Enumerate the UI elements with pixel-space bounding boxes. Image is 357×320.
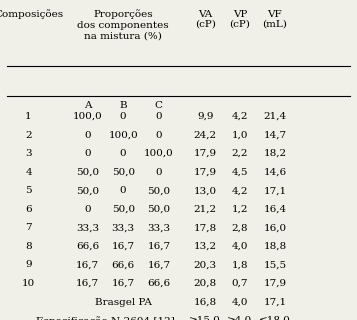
Text: 33,3: 33,3 bbox=[76, 223, 99, 232]
Text: 33,3: 33,3 bbox=[112, 223, 135, 232]
Text: 50,0: 50,0 bbox=[112, 205, 135, 214]
Text: 16,0: 16,0 bbox=[263, 223, 286, 232]
Text: 1: 1 bbox=[25, 112, 32, 121]
Text: 17,9: 17,9 bbox=[194, 149, 217, 158]
Text: 0,7: 0,7 bbox=[232, 279, 248, 288]
Text: 16,7: 16,7 bbox=[76, 279, 99, 288]
Text: 16,7: 16,7 bbox=[112, 242, 135, 251]
Text: 1,2: 1,2 bbox=[232, 205, 248, 214]
Text: 1,8: 1,8 bbox=[232, 260, 248, 269]
Text: VF
(mL): VF (mL) bbox=[262, 10, 287, 29]
Text: 17,9: 17,9 bbox=[263, 279, 286, 288]
Text: ≤18,0: ≤18,0 bbox=[259, 316, 291, 320]
Text: Brasgel PA: Brasgel PA bbox=[95, 298, 152, 307]
Text: 14,7: 14,7 bbox=[263, 131, 286, 140]
Text: 0: 0 bbox=[156, 131, 162, 140]
Text: 16,7: 16,7 bbox=[147, 242, 170, 251]
Text: 6: 6 bbox=[25, 205, 32, 214]
Text: A: A bbox=[84, 101, 91, 110]
Text: 50,0: 50,0 bbox=[76, 168, 99, 177]
Text: 66,6: 66,6 bbox=[112, 260, 135, 269]
Text: 20,3: 20,3 bbox=[194, 260, 217, 269]
Text: 50,0: 50,0 bbox=[76, 186, 99, 195]
Text: 7: 7 bbox=[25, 223, 32, 232]
Text: 3: 3 bbox=[25, 149, 32, 158]
Text: 16,7: 16,7 bbox=[147, 260, 170, 269]
Text: 0: 0 bbox=[156, 112, 162, 121]
Text: 16,7: 16,7 bbox=[76, 260, 99, 269]
Text: 100,0: 100,0 bbox=[108, 131, 138, 140]
Text: 4,2: 4,2 bbox=[232, 186, 248, 195]
Text: 66,6: 66,6 bbox=[147, 279, 170, 288]
Text: Composições: Composições bbox=[0, 10, 63, 20]
Text: 5: 5 bbox=[25, 186, 32, 195]
Text: 16,4: 16,4 bbox=[263, 205, 286, 214]
Text: 100,0: 100,0 bbox=[144, 149, 174, 158]
Text: 17,8: 17,8 bbox=[194, 223, 217, 232]
Text: 13,0: 13,0 bbox=[194, 186, 217, 195]
Text: 4,0: 4,0 bbox=[232, 298, 248, 307]
Text: 2: 2 bbox=[25, 131, 32, 140]
Text: 9: 9 bbox=[25, 260, 32, 269]
Text: 8: 8 bbox=[25, 242, 32, 251]
Text: 21,4: 21,4 bbox=[263, 112, 286, 121]
Text: 50,0: 50,0 bbox=[112, 168, 135, 177]
Text: 2,8: 2,8 bbox=[232, 223, 248, 232]
Text: VP
(cP): VP (cP) bbox=[230, 10, 250, 29]
Text: 2,2: 2,2 bbox=[232, 149, 248, 158]
Text: 14,6: 14,6 bbox=[263, 168, 286, 177]
Text: 4,2: 4,2 bbox=[232, 112, 248, 121]
Text: 21,2: 21,2 bbox=[194, 205, 217, 214]
Text: 13,2: 13,2 bbox=[194, 242, 217, 251]
Text: C: C bbox=[155, 101, 163, 110]
Text: 9,9: 9,9 bbox=[197, 112, 213, 121]
Text: 0: 0 bbox=[84, 149, 91, 158]
Text: 10: 10 bbox=[22, 279, 35, 288]
Text: 1,0: 1,0 bbox=[232, 131, 248, 140]
Text: 66,6: 66,6 bbox=[76, 242, 99, 251]
Text: 0: 0 bbox=[84, 131, 91, 140]
Text: 17,1: 17,1 bbox=[263, 186, 286, 195]
Text: 17,9: 17,9 bbox=[194, 168, 217, 177]
Text: 18,8: 18,8 bbox=[263, 242, 286, 251]
Text: 15,5: 15,5 bbox=[263, 260, 286, 269]
Text: 16,7: 16,7 bbox=[112, 279, 135, 288]
Text: 4: 4 bbox=[25, 168, 32, 177]
Text: 24,2: 24,2 bbox=[194, 131, 217, 140]
Text: 0: 0 bbox=[120, 112, 126, 121]
Text: ≥4,0: ≥4,0 bbox=[227, 316, 252, 320]
Text: 0: 0 bbox=[84, 205, 91, 214]
Text: Especificação N-2604 [12]: Especificação N-2604 [12] bbox=[36, 316, 175, 320]
Text: 4,0: 4,0 bbox=[232, 242, 248, 251]
Text: 0: 0 bbox=[120, 186, 126, 195]
Text: 18,2: 18,2 bbox=[263, 149, 286, 158]
Text: 50,0: 50,0 bbox=[147, 205, 170, 214]
Text: ≥15,0: ≥15,0 bbox=[189, 316, 221, 320]
Text: 4,5: 4,5 bbox=[232, 168, 248, 177]
Text: 16,8: 16,8 bbox=[194, 298, 217, 307]
Text: 20,8: 20,8 bbox=[194, 279, 217, 288]
Text: 100,0: 100,0 bbox=[72, 112, 102, 121]
Text: 33,3: 33,3 bbox=[147, 223, 170, 232]
Text: 17,1: 17,1 bbox=[263, 298, 286, 307]
Text: VA
(cP): VA (cP) bbox=[195, 10, 216, 29]
Text: 0: 0 bbox=[120, 149, 126, 158]
Text: 50,0: 50,0 bbox=[147, 186, 170, 195]
Text: B: B bbox=[119, 101, 127, 110]
Text: Proporções
dos componentes
na mistura (%): Proporções dos componentes na mistura (%… bbox=[77, 10, 169, 40]
Text: 0: 0 bbox=[156, 168, 162, 177]
